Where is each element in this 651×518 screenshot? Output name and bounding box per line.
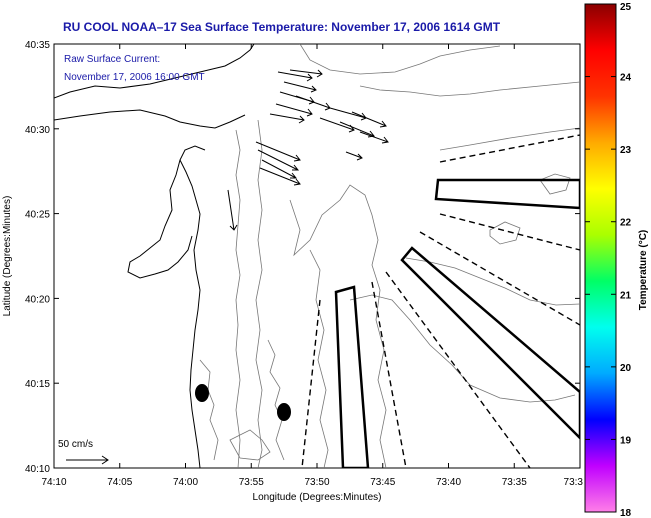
current-note-line2: November 17, 2006 16:00 GMT [64, 72, 205, 83]
x-axis-label: Longitude (Degrees:Minutes) [253, 492, 382, 503]
current-note-line1: Raw Surface Current: [64, 54, 160, 65]
colorbar-tick-label: 19 [620, 435, 632, 446]
scale-label: 50 cm/s [58, 439, 93, 450]
y-tick-label: 40:30 [25, 125, 50, 136]
x-tick-label: 73:50 [304, 477, 329, 488]
x-tick-label: 73:55 [239, 477, 264, 488]
transect-lines [301, 134, 580, 468]
temperature-colorbar [584, 3, 617, 513]
colorbar-ticks: 25 24 23 22 21 20 19 18 [585, 2, 632, 518]
x-tick-label: 73:45 [370, 477, 395, 488]
colorbar-tick-label: 22 [620, 218, 632, 229]
x-tick-label: 74:10 [41, 477, 66, 488]
buoy-marker-1 [195, 384, 209, 402]
colorbar-tick-label: 23 [620, 145, 632, 156]
y-tick-label: 40:35 [25, 40, 50, 51]
y-tick-label: 40:25 [25, 210, 50, 221]
surface-current-vectors [227, 69, 389, 231]
bathymetry-contours [199, 44, 580, 468]
y-axis-label: Latitude (Degrees:Minutes) [2, 196, 13, 317]
scale-arrow [66, 455, 109, 465]
x-tick-label: 74:05 [107, 477, 132, 488]
colorbar-label: Temperature (°C) [638, 230, 649, 311]
map-title: RU COOL NOAA–17 Sea Surface Temperature:… [63, 20, 501, 34]
y-tick-label: 40:10 [25, 464, 50, 475]
buoy-marker-2 [277, 403, 291, 421]
x-axis-ticks: 74:10 74:05 74:00 73:55 73:50 73:45 73:40 73:35… [41, 44, 583, 488]
y-axis-ticks: 40:35 40:30 40:25 40:20 40:15 40:10 [25, 40, 580, 475]
x-tick-label: 73:40 [436, 477, 461, 488]
coastline [54, 44, 255, 468]
x-tick-label: 73:3 [564, 477, 584, 488]
colorbar-tick-label: 18 [620, 508, 632, 518]
x-tick-label: 74:00 [173, 477, 198, 488]
plot-frame [53, 43, 581, 469]
y-tick-label: 40:15 [25, 379, 50, 390]
colorbar-tick-label: 25 [620, 2, 632, 13]
x-tick-label: 73:35 [502, 477, 527, 488]
map-content [54, 44, 580, 468]
colorbar-tick-label: 24 [620, 73, 632, 84]
colorbar-tick-label: 20 [620, 363, 632, 374]
y-tick-label: 40:20 [25, 294, 50, 305]
sampling-boxes [334, 178, 580, 468]
colorbar-tick-label: 21 [620, 290, 632, 301]
